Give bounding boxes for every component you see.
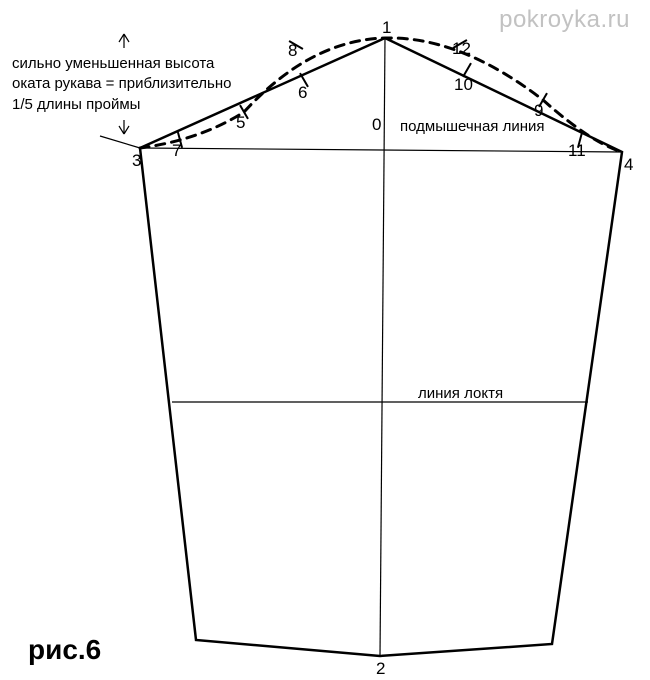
point-label: 8 xyxy=(288,41,297,60)
point-label: 6 xyxy=(298,83,307,102)
watermark: pokroyka.ru xyxy=(499,6,630,34)
inner-line xyxy=(140,148,622,152)
note-line-3: 1/5 длины проймы xyxy=(12,95,232,115)
point-label: 5 xyxy=(236,113,245,132)
line-label: линия локтя xyxy=(418,385,503,402)
point-label: 12 xyxy=(452,39,471,58)
point-label: 11 xyxy=(568,141,586,160)
point-label: 10 xyxy=(454,75,473,94)
guide-left xyxy=(100,136,140,148)
note-line-2: оката рукава = приблизительно xyxy=(12,74,232,94)
note-block: сильно уменьшенная высота оката рукава =… xyxy=(12,54,232,115)
point-label: 4 xyxy=(624,155,633,174)
point-label: 2 xyxy=(376,659,385,678)
point-label: 1 xyxy=(382,18,391,37)
point-label: 7 xyxy=(172,141,181,160)
line-label: подмышечная линия xyxy=(400,118,545,135)
figure-caption: рис.6 xyxy=(28,634,101,666)
point-label: 0 xyxy=(372,115,381,134)
point-label: 3 xyxy=(132,151,141,170)
point-label: 9 xyxy=(534,101,543,120)
note-line-1: сильно уменьшенная высота xyxy=(12,54,232,74)
